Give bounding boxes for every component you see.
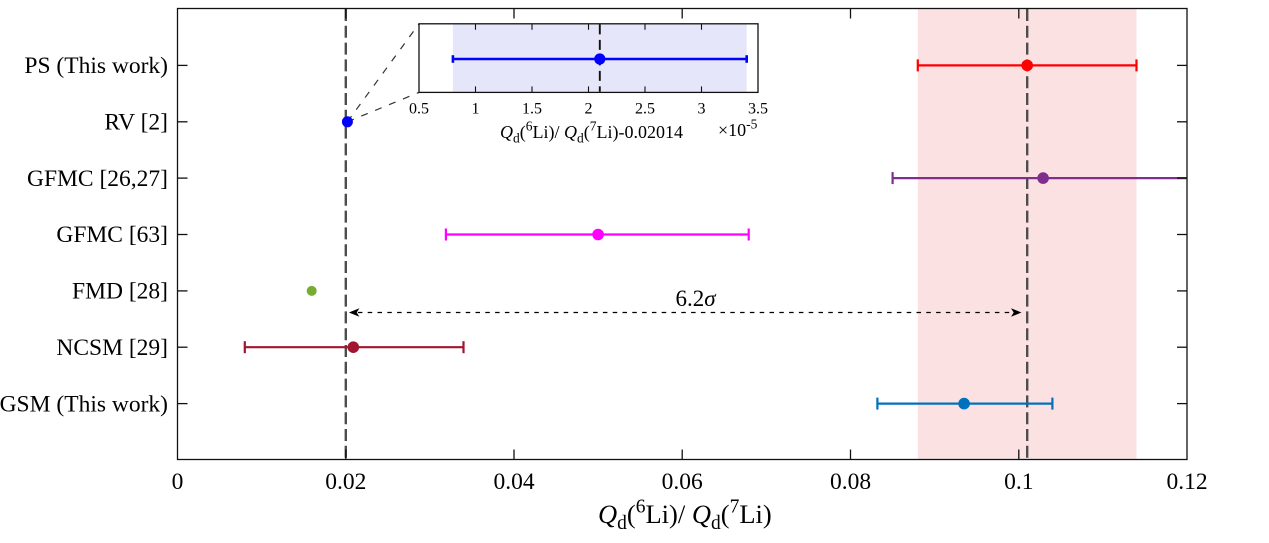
svg-text:NCSM [29]: NCSM [29] bbox=[56, 335, 168, 361]
svg-text:0.02: 0.02 bbox=[325, 469, 366, 495]
svg-text:GFMC [63]: GFMC [63] bbox=[56, 222, 168, 248]
svg-text:0.06: 0.06 bbox=[662, 469, 703, 495]
svg-text:1: 1 bbox=[472, 101, 480, 118]
svg-text:0.12: 0.12 bbox=[1166, 469, 1207, 495]
svg-text:2: 2 bbox=[585, 101, 593, 118]
svg-text:GFMC [26,27]: GFMC [26,27] bbox=[27, 166, 168, 192]
svg-text:GSM (This work): GSM (This work) bbox=[0, 391, 168, 417]
svg-text:×10-5: ×10-5 bbox=[718, 117, 758, 141]
svg-text:0.04: 0.04 bbox=[493, 469, 534, 495]
svg-text:3.5: 3.5 bbox=[748, 101, 768, 118]
svg-text:0.08: 0.08 bbox=[830, 469, 871, 495]
svg-text:RV [2]: RV [2] bbox=[104, 110, 168, 136]
svg-text:2.5: 2.5 bbox=[635, 101, 655, 118]
svg-text:3: 3 bbox=[698, 101, 706, 118]
svg-text:0.5: 0.5 bbox=[409, 101, 429, 118]
svg-text:Qd(6Li)/ Qd(7Li): Qd(6Li)/ Qd(7Li) bbox=[598, 497, 772, 535]
svg-text:6.2σ: 6.2σ bbox=[675, 286, 717, 311]
svg-text:Qd(6Li)/ Qd(7Li)-0.02014: Qd(6Li)/ Qd(7Li)-0.02014 bbox=[500, 119, 683, 146]
svg-text:0.1: 0.1 bbox=[1004, 469, 1033, 495]
svg-text:PS (This work): PS (This work) bbox=[24, 53, 168, 79]
svg-text:FMD [28]: FMD [28] bbox=[72, 279, 168, 305]
svg-text:1.5: 1.5 bbox=[522, 101, 542, 118]
svg-text:0: 0 bbox=[172, 469, 184, 495]
